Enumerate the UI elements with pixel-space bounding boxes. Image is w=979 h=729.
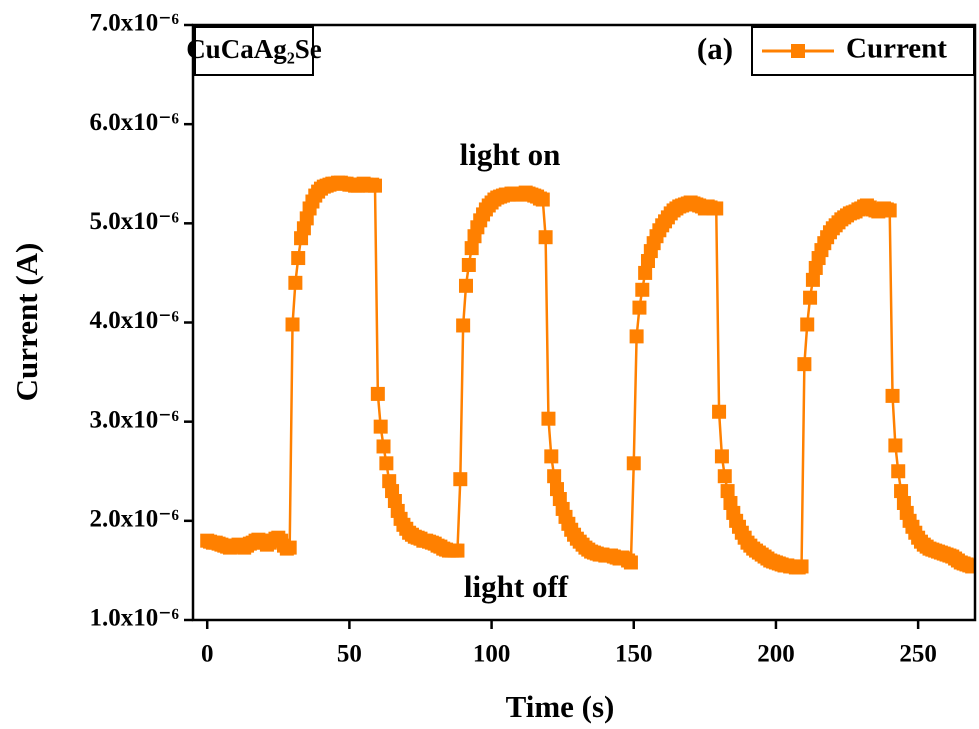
legend: Current <box>751 26 975 76</box>
data-point <box>450 543 465 558</box>
data-point <box>885 388 900 403</box>
data-point <box>623 555 638 570</box>
data-point <box>797 357 812 372</box>
data-point <box>379 456 394 471</box>
legend-marker <box>791 44 805 58</box>
panel-label: (a) <box>697 31 733 66</box>
x-tick-label: 200 <box>757 641 795 668</box>
y-tick-label: 5.0x10⁻⁶ <box>90 208 180 235</box>
y-tick-label: 2.0x10⁻⁶ <box>90 506 180 533</box>
data-point <box>376 439 391 454</box>
x-tick-label: 0 <box>201 641 214 668</box>
y-tick-label: 6.0x10⁻⁶ <box>90 109 180 136</box>
data-point <box>635 282 650 297</box>
y-tick-label: 7.0x10⁻⁶ <box>90 10 180 37</box>
data-point <box>538 230 553 245</box>
data-point <box>882 203 897 218</box>
data-point <box>458 278 473 293</box>
data-point <box>291 251 306 266</box>
data-point <box>544 449 559 464</box>
data-point <box>282 540 297 555</box>
data-point <box>805 272 820 287</box>
data-point <box>367 178 382 193</box>
x-tick-label: 250 <box>899 641 937 668</box>
data-point <box>794 559 809 574</box>
data-point <box>717 469 732 484</box>
data-point <box>541 411 556 426</box>
data-point <box>632 300 647 315</box>
data-point <box>638 265 653 280</box>
data-point <box>629 329 644 344</box>
data-point <box>965 559 975 574</box>
annotation: light off <box>464 569 569 604</box>
data-point <box>461 257 476 272</box>
data-point <box>800 317 815 332</box>
data-point <box>370 386 385 401</box>
data-point <box>626 456 641 471</box>
sample-box <box>194 26 314 76</box>
data-point <box>709 201 724 216</box>
data-point <box>453 472 468 487</box>
series-line <box>206 181 973 569</box>
data-point <box>373 419 388 434</box>
plot-frame <box>191 23 977 622</box>
axis-ticks: 0 50 100 150 200 250 1.0x10⁻⁶ 2.0x10⁻⁶ 3.0x10⁻⁶ 4… <box>90 10 937 668</box>
y-axis-title: Current (A) <box>9 243 44 402</box>
data-point <box>535 192 550 207</box>
data-point <box>894 484 909 499</box>
x-axis-title: Time (s) <box>506 689 615 724</box>
data-point <box>288 275 303 290</box>
data-point <box>456 318 471 333</box>
x-tick-label: 150 <box>615 641 653 668</box>
data-point <box>803 290 818 305</box>
plot-data <box>200 175 975 575</box>
y-tick-label: 4.0x10⁻⁶ <box>90 307 180 334</box>
annotation: light on <box>460 137 561 172</box>
sample-label: CuCaAg₂Se <box>186 34 322 64</box>
data-point <box>891 464 906 479</box>
data-point <box>547 469 562 484</box>
data-point <box>888 438 903 453</box>
y-tick-label: 1.0x10⁻⁶ <box>90 605 180 632</box>
data-point <box>285 317 300 332</box>
legend-label: Current <box>846 33 947 65</box>
y-tick-label: 3.0x10⁻⁶ <box>90 406 180 433</box>
data-point <box>464 241 479 256</box>
data-point <box>720 484 735 499</box>
data-point <box>714 449 729 464</box>
data-point <box>712 404 727 419</box>
x-tick-label: 100 <box>473 641 511 668</box>
x-tick-label: 50 <box>337 641 362 668</box>
